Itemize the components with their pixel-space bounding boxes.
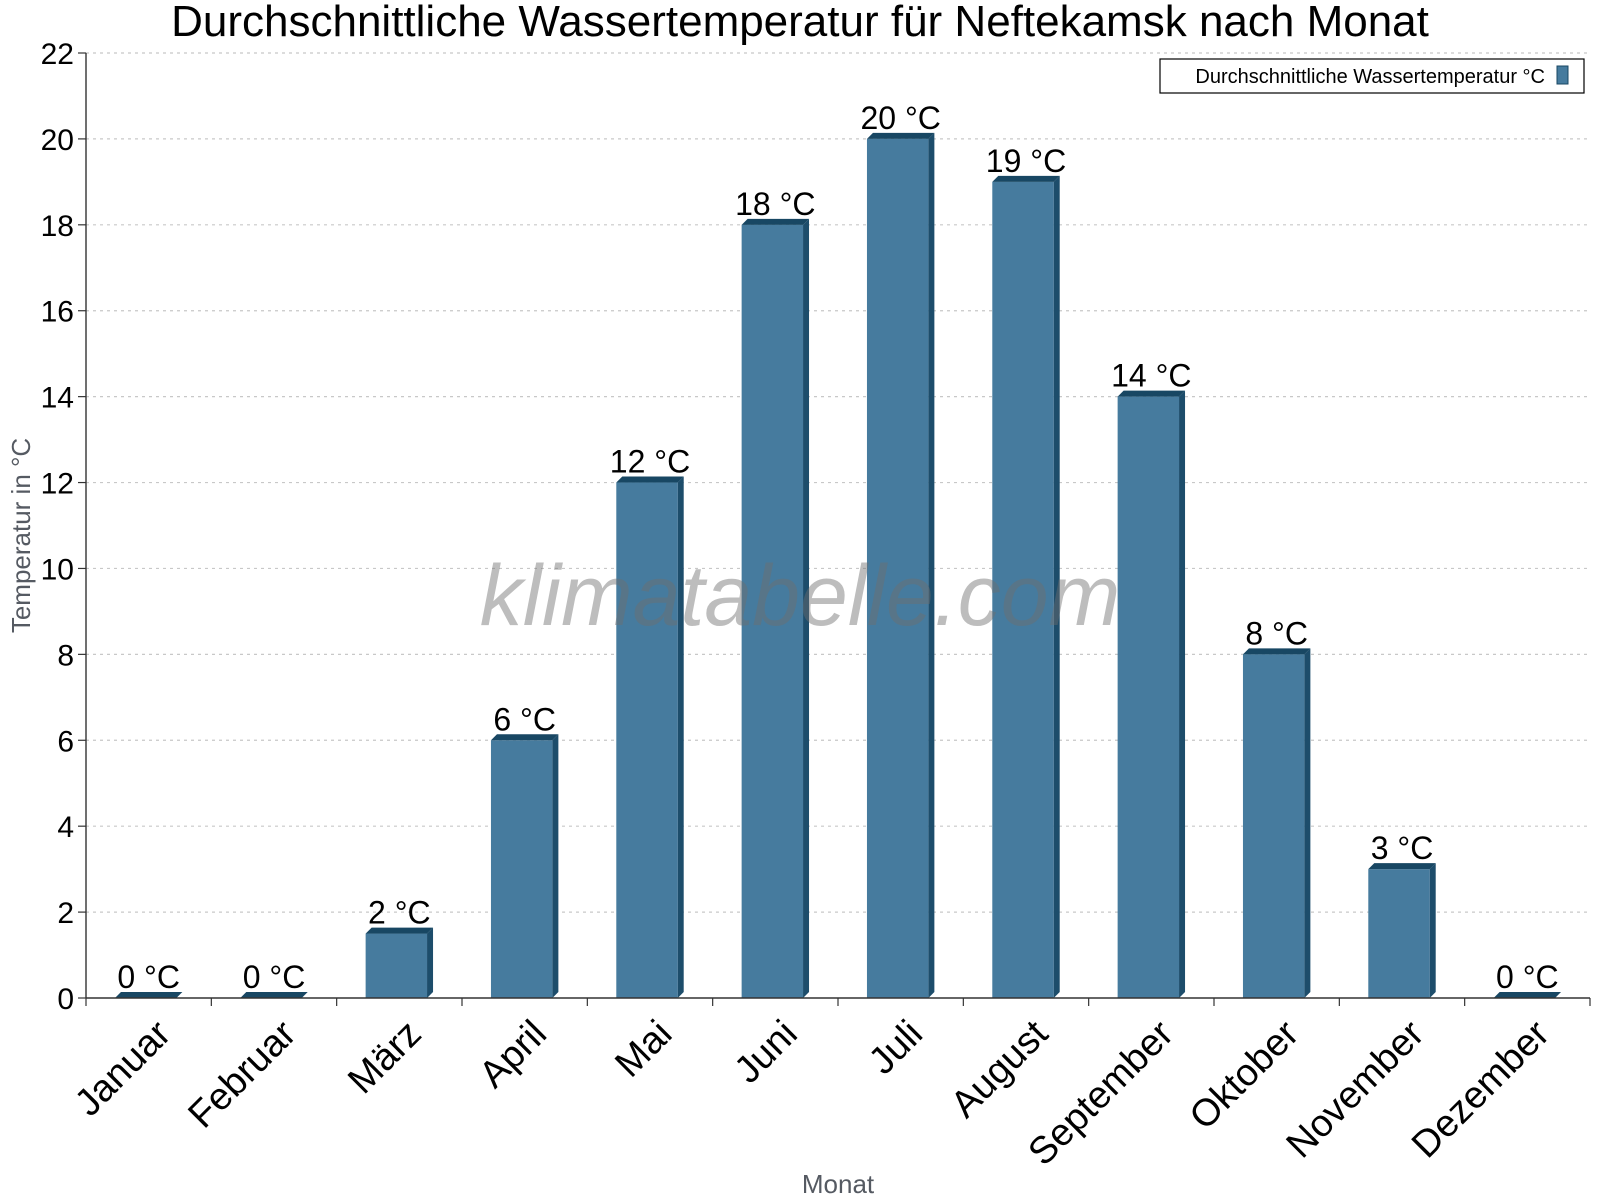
bar-top <box>365 927 434 934</box>
x-tick-label: Mai <box>607 1013 680 1086</box>
y-tick-label: 12 <box>41 468 74 501</box>
legend-box <box>1159 58 1585 94</box>
y-tick-label: 10 <box>41 553 74 586</box>
bar-top <box>866 132 935 139</box>
value-label: 18 °C <box>735 186 815 222</box>
value-label: 0 °C <box>1496 959 1559 995</box>
value-label: 12 °C <box>610 444 690 480</box>
bar-front <box>1242 654 1305 998</box>
value-label: 20 °C <box>860 100 940 136</box>
bar-front <box>490 740 553 998</box>
bar <box>616 476 684 999</box>
bar-front <box>866 138 929 999</box>
bar-side <box>427 927 434 998</box>
bar-front <box>365 933 428 998</box>
value-label: 8 °C <box>1245 615 1308 651</box>
legend: Durchschnittliche Wassertemperatur °C <box>1159 58 1585 94</box>
y-tick-label: 0 <box>57 983 74 1016</box>
bar-side <box>1179 390 1186 998</box>
x-tick-label: April <box>472 1013 555 1096</box>
y-tick-label: 2 <box>57 897 74 930</box>
bar <box>741 218 810 998</box>
y-tick-label: 14 <box>41 382 74 415</box>
y-axis-title: Temperatur in °C <box>6 438 36 633</box>
y-tick-label: 20 <box>41 124 74 157</box>
y-tick-label: 6 <box>57 725 74 758</box>
bar-top <box>741 218 810 225</box>
bar <box>1117 390 1186 998</box>
bar-front <box>1368 869 1430 998</box>
bar <box>992 175 1060 998</box>
y-tick-label: 18 <box>41 210 74 243</box>
value-label: 0 °C <box>117 959 180 995</box>
bar-side <box>677 476 684 999</box>
bar <box>365 927 434 998</box>
value-label: 0 °C <box>243 959 306 995</box>
x-tick-label: Februar <box>181 1012 305 1136</box>
bars <box>114 132 1562 999</box>
value-label: 6 °C <box>493 701 556 737</box>
x-tick-label: März <box>340 1013 429 1102</box>
bar <box>1368 863 1436 998</box>
y-tick-label: 8 <box>57 639 74 672</box>
bar-top <box>1493 992 1562 998</box>
bar-side <box>552 734 559 998</box>
bar-top <box>490 734 559 741</box>
bar-front <box>741 224 804 998</box>
x-tick-label: Juli <box>861 1013 931 1083</box>
value-label: 19 °C <box>986 143 1066 179</box>
bar-side <box>803 218 810 998</box>
bar <box>1242 648 1311 998</box>
y-tick-label: 4 <box>57 811 74 844</box>
value-labels: 0 °C 0 °C 2 °C 6 °C 12 °C 18 °C 20 °C 19 °C 14 °… <box>117 100 1558 995</box>
y-axis-ticks: 0 2 4 6 8 10 12 14 16 18 20 22 <box>41 38 86 1016</box>
bar-front <box>1117 396 1180 998</box>
bar-top <box>1117 390 1186 397</box>
bar-side <box>928 132 935 999</box>
bar <box>866 132 935 999</box>
bar <box>490 734 559 998</box>
bar-side <box>1429 863 1436 998</box>
x-axis-title: Monat <box>802 1169 875 1199</box>
bar-side <box>1053 175 1060 998</box>
value-label: 14 °C <box>1111 358 1191 394</box>
bar-front <box>616 482 678 999</box>
bar-top <box>616 476 684 483</box>
bar-front <box>992 181 1054 998</box>
gridlines <box>86 52 1590 913</box>
legend-label: Durchschnittliche Wassertemperatur °C <box>1195 66 1545 88</box>
legend-swatch <box>1556 65 1569 85</box>
bar <box>1493 992 1562 998</box>
bar-top <box>240 992 308 998</box>
x-tick-label: Juni <box>727 1013 806 1092</box>
bar-top <box>1368 863 1436 870</box>
bar-top <box>114 992 183 998</box>
x-tick-label: Oktober <box>1182 1012 1308 1138</box>
x-tick-label: August <box>943 1012 1057 1126</box>
bar <box>240 992 308 998</box>
y-tick-label: 16 <box>41 296 74 329</box>
bar <box>114 992 183 998</box>
value-label: 2 °C <box>368 895 431 931</box>
bar-side <box>1304 648 1311 998</box>
x-tick-label: Januar <box>67 1012 179 1124</box>
y-tick-label: 22 <box>41 38 74 71</box>
x-tick-label: Dezember <box>1404 1012 1558 1166</box>
bar-top <box>992 175 1060 182</box>
bar-top <box>1242 648 1311 655</box>
value-label: 3 °C <box>1371 830 1434 866</box>
chart-title: Durchschnittliche Wassertemperatur für N… <box>171 0 1429 46</box>
watermark-text: klimatabelle.com <box>480 548 1120 644</box>
x-axis-ticks: Januar Februar März April Mai Juni Juli AugustS… <box>67 998 1591 1174</box>
